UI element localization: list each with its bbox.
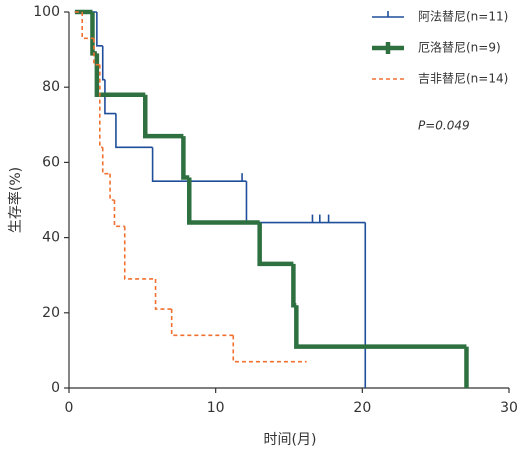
step-segment [154, 278, 172, 310]
x-axis-label: 时间(月) [264, 432, 317, 448]
step-segment [257, 222, 294, 267]
step-segment [104, 79, 116, 115]
legend-label: 吉非替尼(n=14) [418, 72, 508, 86]
x-tick-label: 20 [353, 400, 371, 416]
step-segment [109, 173, 115, 201]
step-segment [123, 226, 156, 280]
step-segment [181, 136, 190, 180]
legend-label: 阿法替尼(n=11) [418, 10, 508, 24]
step-segment [245, 181, 366, 224]
legend-label: 厄洛替尼(n=9) [418, 40, 501, 55]
y-tick-label: 100 [33, 4, 60, 20]
y-tick-label: 0 [51, 380, 60, 396]
step-segment [187, 177, 260, 225]
step-segment [291, 263, 297, 308]
step-segment [93, 38, 100, 66]
step-segment [101, 147, 111, 175]
y-tick-label: 80 [42, 79, 60, 95]
step-segment [113, 200, 125, 228]
step-segment [232, 335, 307, 363]
x-tick-label: 10 [207, 400, 225, 416]
step-segment [143, 94, 184, 139]
x-tick-label: 0 [65, 400, 74, 416]
axes [68, 12, 509, 389]
y-axis-label: 生存率(%) [7, 167, 24, 233]
p-value: P=0.049 [418, 119, 470, 133]
x-tick-label: 30 [500, 400, 518, 416]
y-tick-label: 20 [42, 305, 60, 321]
step-segment [99, 64, 103, 149]
y-tick-label: 60 [42, 154, 60, 170]
step-segment [170, 309, 234, 337]
step-segment [151, 147, 247, 182]
step-segment [94, 53, 146, 97]
y-tick-label: 40 [42, 230, 60, 246]
step-segment [81, 12, 94, 40]
step-segment [96, 12, 103, 47]
step-segment [115, 113, 153, 149]
step-segment [294, 305, 467, 349]
step-segment [101, 45, 105, 81]
